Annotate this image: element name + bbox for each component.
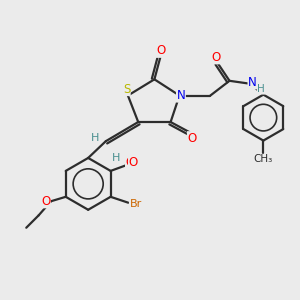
Text: H: H [91, 133, 100, 143]
Text: H: H [257, 84, 265, 94]
Text: S: S [123, 82, 130, 95]
Text: Br: Br [130, 199, 142, 209]
Text: H: H [111, 153, 120, 163]
Text: O: O [156, 44, 166, 57]
Text: O: O [129, 156, 138, 169]
Text: N: N [176, 89, 185, 102]
Text: O: O [41, 195, 50, 208]
Text: O: O [126, 156, 135, 169]
Text: CH₃: CH₃ [254, 154, 273, 164]
Text: O: O [212, 51, 221, 64]
Text: O: O [126, 156, 135, 169]
Text: N: N [248, 76, 257, 89]
Text: O: O [129, 156, 138, 169]
Text: O: O [188, 132, 197, 145]
